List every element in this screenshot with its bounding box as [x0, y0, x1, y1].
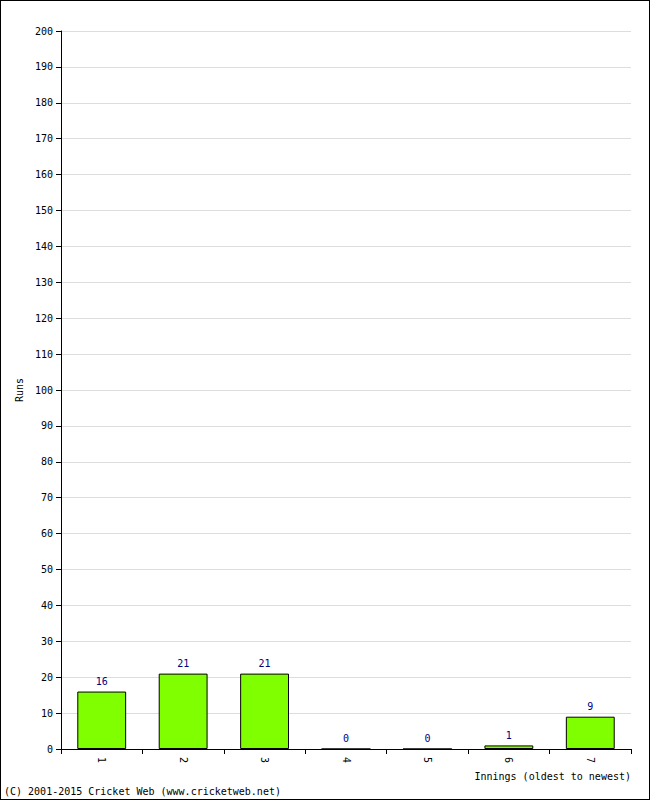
svg-text:7: 7: [585, 757, 596, 763]
svg-text:110: 110: [35, 349, 53, 360]
svg-text:21: 21: [259, 658, 271, 669]
svg-text:60: 60: [41, 528, 53, 539]
svg-text:80: 80: [41, 456, 53, 467]
svg-text:40: 40: [41, 600, 53, 611]
svg-text:90: 90: [41, 420, 53, 431]
svg-text:16: 16: [96, 676, 108, 687]
svg-text:160: 160: [35, 169, 53, 180]
svg-text:Innings (oldest to newest): Innings (oldest to newest): [474, 771, 631, 782]
svg-text:190: 190: [35, 61, 53, 72]
svg-text:180: 180: [35, 97, 53, 108]
svg-text:(C) 2001-2015 Cricket Web (www: (C) 2001-2015 Cricket Web (www.cricketwe…: [4, 786, 281, 797]
svg-text:9: 9: [587, 701, 593, 712]
svg-text:100: 100: [35, 385, 53, 396]
svg-text:0: 0: [47, 744, 53, 755]
svg-text:150: 150: [35, 205, 53, 216]
svg-text:4: 4: [341, 757, 352, 763]
svg-text:20: 20: [41, 672, 53, 683]
svg-text:1: 1: [506, 730, 512, 741]
svg-text:5: 5: [422, 757, 433, 763]
svg-text:200: 200: [35, 26, 53, 37]
svg-text:0: 0: [424, 733, 430, 744]
svg-text:170: 170: [35, 133, 53, 144]
svg-text:6: 6: [503, 757, 514, 763]
svg-text:10: 10: [41, 708, 53, 719]
svg-text:50: 50: [41, 564, 53, 575]
svg-text:21: 21: [177, 658, 189, 669]
svg-text:1: 1: [96, 757, 107, 763]
svg-text:Runs: Runs: [14, 378, 25, 402]
svg-text:120: 120: [35, 313, 53, 324]
svg-text:70: 70: [41, 492, 53, 503]
svg-text:30: 30: [41, 636, 53, 647]
svg-text:3: 3: [259, 757, 270, 763]
svg-text:0: 0: [343, 733, 349, 744]
svg-text:140: 140: [35, 241, 53, 252]
svg-text:130: 130: [35, 277, 53, 288]
svg-text:2: 2: [178, 757, 189, 763]
